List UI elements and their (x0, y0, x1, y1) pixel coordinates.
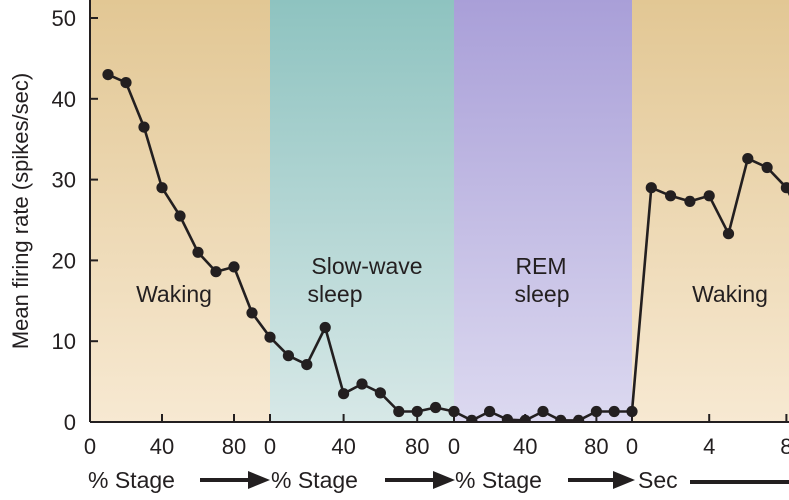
data-point-rem-sleep-7 (590, 405, 603, 418)
band-rem-sleep (454, 0, 632, 422)
data-point-rem-sleep-8 (608, 405, 620, 418)
data-point-waking-1-3 (156, 182, 168, 194)
x-tick-label-waking-2-0: 0 (626, 434, 638, 459)
data-point-slow-wave-sleep-0 (282, 350, 294, 362)
x-tick-label-waking-1-2: 80 (222, 434, 246, 459)
x-tick-label-slow-wave-sleep-1: 40 (331, 434, 355, 459)
data-point-waking-1-7 (228, 261, 240, 273)
x-tick-label-rem-sleep-0: 0 (448, 434, 460, 459)
x-tick-label-waking-2-1: 4 (703, 434, 715, 459)
y-tick-label-10: 10 (52, 329, 76, 354)
y-tick-label-50: 50 (52, 6, 76, 31)
data-point-rem-sleep-3 (519, 414, 531, 422)
data-point-waking-2-4 (722, 228, 735, 240)
data-point-rem-sleep-4 (537, 405, 549, 418)
data-point-slow-wave-sleep-3 (338, 388, 350, 400)
y-axis-title: Mean firing rate (spikes/sec) (8, 73, 33, 349)
data-point-waking-1-2 (138, 121, 150, 133)
data-point-waking-1-1 (120, 77, 132, 89)
arrow-3 (568, 471, 635, 489)
region-label-waking-1: Waking (136, 281, 212, 307)
data-point-waking-2-3 (703, 190, 715, 202)
data-point-waking-1-9 (264, 331, 276, 343)
data-series (102, 69, 789, 422)
data-point-slow-wave-sleep-7 (411, 405, 423, 418)
arrow-1 (200, 471, 270, 489)
data-point-waking-2-0 (645, 182, 657, 194)
data-point-waking-1-4 (174, 210, 186, 222)
data-point-rem-sleep-5 (555, 414, 567, 422)
arrow-2 (385, 471, 455, 489)
region-label-slow-wave-line1: Slow-wave (311, 253, 422, 279)
data-point-slow-wave-sleep-9 (448, 405, 460, 418)
data-point-slow-wave-sleep-4 (356, 378, 368, 390)
x-tick-label-waking-2-2: 8 (780, 434, 789, 459)
region-label-waking-2: Waking (692, 281, 768, 307)
data-point-waking-2-7 (780, 182, 789, 194)
axes: 0 10 20 30 40 50 0 40 80 0 40 80 0 40 80 0 4 8 (52, 0, 789, 459)
region-label-slow-wave-line2: sleep (308, 281, 363, 307)
data-point-waking-1-8 (246, 307, 258, 319)
data-point-waking-2-5 (742, 153, 754, 165)
band-waking-2 (632, 0, 789, 422)
x-label-stage-3: % Stage (455, 467, 542, 493)
data-point-slow-wave-sleep-6 (393, 405, 405, 418)
y-tick-label-0: 0 (64, 410, 76, 435)
data-point-rem-sleep-6 (573, 414, 585, 422)
y-tick-label-40: 40 (52, 87, 76, 112)
data-point-waking-2-2 (684, 195, 696, 207)
region-label-rem-line1: REM (515, 253, 566, 279)
data-point-waking-1-6 (210, 266, 222, 278)
x-tick-label-waking-1-1: 40 (150, 434, 174, 459)
region-label-rem-line2: sleep (515, 281, 570, 307)
x-tick-label-rem-sleep-2: 80 (584, 434, 608, 459)
y-tick-label-20: 20 (52, 248, 76, 273)
x-tick-label-slow-wave-sleep-0: 0 (264, 434, 276, 459)
data-point-rem-sleep-9 (626, 405, 638, 418)
data-point-rem-sleep-2 (501, 414, 513, 422)
data-point-waking-2-1 (665, 190, 677, 202)
x-tick-label-rem-sleep-1: 40 (513, 434, 537, 459)
data-point-rem-sleep-0 (466, 414, 478, 422)
data-point-waking-1-0 (102, 69, 114, 81)
data-point-slow-wave-sleep-8 (430, 401, 442, 414)
x-label-stage-1: % Stage (88, 467, 175, 493)
x-label-sec: Sec (638, 467, 678, 493)
data-point-rem-sleep-1 (484, 405, 496, 418)
data-point-slow-wave-sleep-1 (301, 359, 313, 371)
data-point-waking-1-5 (192, 246, 204, 258)
x-label-stage-2: % Stage (271, 467, 358, 493)
y-tick-label-30: 30 (52, 168, 76, 193)
band-slow-wave-sleep (270, 0, 454, 422)
data-point-slow-wave-sleep-2 (319, 321, 331, 334)
x-tick-label-waking-1-0: 0 (84, 434, 96, 459)
data-point-waking-2-6 (761, 161, 773, 174)
x-tick-label-slow-wave-sleep-2: 80 (405, 434, 429, 459)
data-point-slow-wave-sleep-5 (374, 387, 386, 399)
